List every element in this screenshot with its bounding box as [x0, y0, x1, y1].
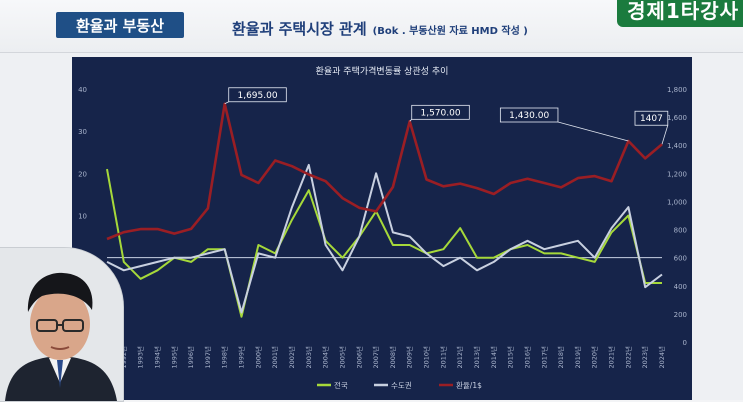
- presenter-avatar: [0, 248, 123, 401]
- x-tick-label: 2005년: [337, 346, 346, 369]
- annotation-label: 1407: [640, 114, 663, 124]
- series-line-2: [106, 163, 663, 314]
- x-tick-label: 2007년: [371, 346, 380, 369]
- y-right-tick-label: 600: [674, 255, 687, 263]
- x-tick-label: 2010년: [422, 346, 431, 369]
- x-tick-label: 2001년: [270, 346, 279, 369]
- annotation-box: [499, 107, 559, 123]
- x-tick-label: 2013년: [472, 346, 481, 369]
- annotation-label: 1,430.00: [509, 111, 549, 121]
- y-right-tick-label: 1,000: [667, 198, 687, 206]
- annotation-box: [411, 104, 470, 120]
- legend-label-3: 환율/1$: [456, 380, 482, 390]
- annotation-label: 1,570.00: [420, 108, 460, 118]
- x-tick-label: 2004년: [321, 346, 330, 369]
- x-tick-label: 2008년: [388, 346, 397, 369]
- x-tick-label: 2009년: [405, 346, 414, 369]
- y-right-tick-label: 200: [674, 311, 687, 319]
- y-left-tick-label: 10: [78, 213, 87, 221]
- x-tick-label: 2016년: [522, 346, 531, 369]
- section-tag: 환율과 부동산: [56, 12, 184, 38]
- x-tick-label: 2017년: [539, 346, 548, 369]
- x-tick-label: 2014년: [489, 346, 498, 369]
- x-tick-label: 2002년: [287, 346, 296, 369]
- annotation-leader: [557, 121, 629, 142]
- y-right-tick-label: 1,400: [667, 142, 687, 150]
- legend-label-2: 수도권: [391, 381, 412, 390]
- x-tick-label: 2003년: [304, 346, 313, 369]
- series-line-3: [106, 102, 663, 241]
- y-left-tick-label: 40: [78, 86, 87, 94]
- x-tick-label: 2018년: [556, 346, 565, 369]
- x-tick-label: 1994년: [152, 346, 161, 369]
- x-tick-label: 2021년: [607, 346, 616, 369]
- slide-header: 환율과 부동산 환율과 주택시장 관계 (Bok . 부동산원 자료 HMD 작성…: [0, 0, 743, 53]
- exchange-rate-housing-chart: 환율과 주택가격변동률 상관성 추이-20-100102030400200400…: [76, 65, 687, 390]
- presenter-webcam: [0, 247, 124, 402]
- x-tick-label: 2006년: [354, 346, 363, 369]
- x-tick-label: 2020년: [590, 346, 599, 369]
- x-tick-label: 1993년: [136, 346, 145, 369]
- x-tick-label: 2015년: [506, 346, 515, 369]
- x-tick-label: 2024년: [657, 346, 666, 369]
- y-right-tick-label: 800: [674, 227, 687, 235]
- y-right-tick-label: 1,200: [667, 170, 687, 178]
- brand-banner: 경제1타강사: [617, 0, 743, 27]
- x-tick-label: 2022년: [623, 346, 632, 369]
- slide-title: 환율과 주택시장 관계 (Bok . 부동산원 자료 HMD 작성 ): [232, 18, 528, 39]
- x-tick-label: 2000년: [253, 346, 262, 369]
- slide-title-main: 환율과 주택시장 관계: [232, 20, 367, 38]
- x-tick-label: 2023년: [640, 346, 649, 369]
- x-tick-label: 2012년: [455, 346, 464, 369]
- y-right-tick-label: 400: [674, 283, 687, 291]
- x-tick-label: 1998년: [220, 346, 229, 369]
- legend-label-1: 전국: [334, 380, 348, 390]
- annotation-box: [228, 87, 287, 103]
- annotation-leader: [661, 125, 669, 145]
- slide-title-source: (Bok . 부동산원 자료 HMD 작성 ): [372, 26, 528, 37]
- x-tick-label: 2019년: [573, 346, 582, 369]
- x-tick-label: 2011년: [438, 346, 447, 369]
- x-tick-label: 1995년: [169, 346, 178, 369]
- chart-title: 환율과 주택가격변동률 상관성 추이: [316, 65, 449, 77]
- annotation-leader: [224, 101, 229, 105]
- chart-panel: 환율과 주택가격변동률 상관성 추이-20-100102030400200400…: [72, 57, 692, 400]
- x-tick-label: 1997년: [203, 346, 212, 369]
- y-right-tick-label: 1,800: [667, 86, 687, 94]
- y-left-tick-label: 20: [78, 170, 87, 178]
- y-left-tick-label: 30: [78, 128, 87, 136]
- y-right-tick-label: 0: [683, 339, 687, 347]
- x-tick-label: 1999년: [237, 346, 246, 369]
- y-right-tick-label: 1,600: [667, 114, 687, 122]
- annotation-label: 1,695.00: [237, 91, 277, 101]
- annotation-box: [634, 110, 669, 126]
- x-tick-label: 1996년: [186, 346, 195, 369]
